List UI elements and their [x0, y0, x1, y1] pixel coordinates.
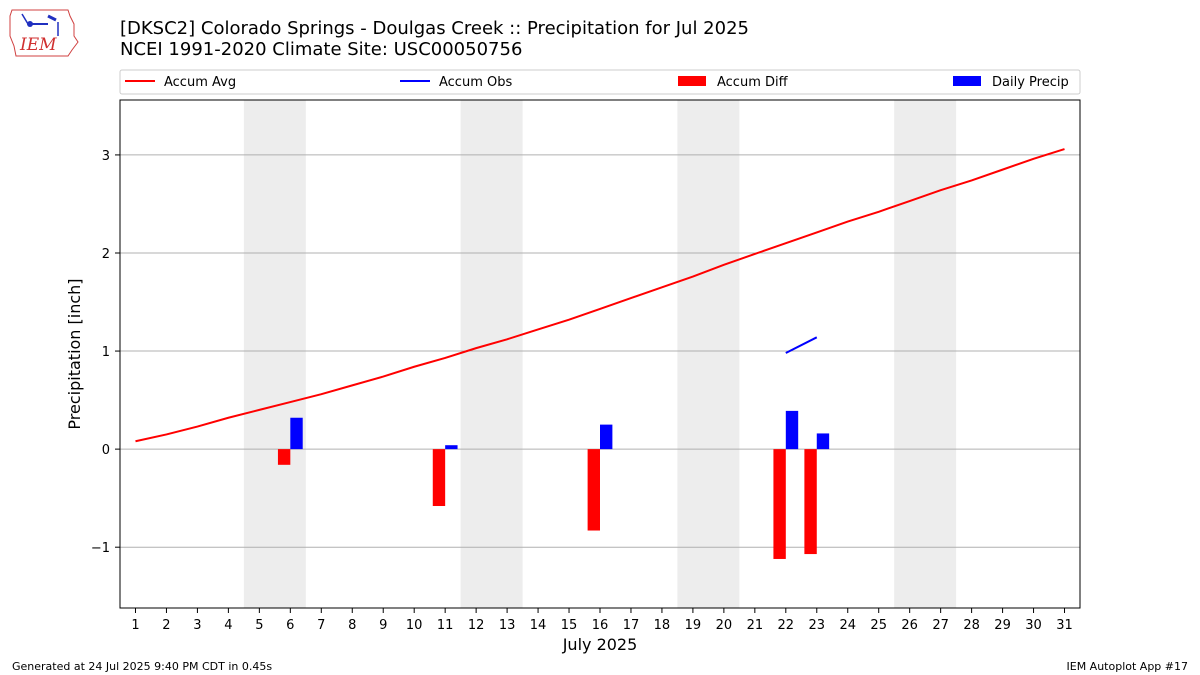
chart-title-block: [DKSC2] Colorado Springs - Doulgas Creek…	[120, 18, 749, 60]
weekend-band	[460, 100, 523, 608]
x-tick-label: 17	[623, 618, 640, 633]
legend: Accum Avg Accum Obs Accum Diff Daily Precip	[119, 69, 1081, 95]
weekend-band	[243, 100, 306, 608]
accum-diff-bar	[587, 449, 600, 531]
x-tick-label: 29	[994, 618, 1011, 633]
accum-diff-bar	[432, 449, 446, 507]
daily-precip-bar	[600, 424, 613, 450]
x-tick-label: 11	[437, 618, 454, 633]
iem-logo: IEM	[9, 9, 79, 57]
x-tick-label: 28	[963, 618, 980, 633]
x-tick-label: 26	[901, 618, 918, 633]
x-tick-label: 16	[592, 618, 609, 633]
x-tick-label: 23	[809, 618, 826, 633]
weekend-band	[894, 100, 957, 608]
app-note: IEM Autoplot App #17	[1066, 660, 1189, 673]
y-axis-ticks: −1 0 1 2 3	[91, 149, 120, 556]
daily-precip-bar	[785, 410, 799, 450]
x-tick-label: 4	[224, 618, 232, 633]
x-tick-label: 24	[839, 618, 856, 633]
x-tick-label: 1	[131, 618, 139, 633]
daily-precip-bar	[445, 445, 458, 450]
logo-text: IEM	[19, 35, 57, 55]
legend-label: Accum Obs	[439, 75, 512, 90]
weekend-bands	[243, 100, 957, 608]
x-tick-label: 18	[654, 618, 671, 633]
chart-title: [DKSC2] Colorado Springs - Doulgas Creek…	[120, 18, 749, 39]
x-tick-label: 13	[499, 618, 516, 633]
x-axis-label: July 2025	[562, 635, 638, 654]
x-tick-label: 3	[193, 618, 201, 633]
generated-note: Generated at 24 Jul 2025 9:40 PM CDT in …	[12, 660, 273, 673]
weekend-band	[677, 100, 740, 608]
legend-label: Daily Precip	[992, 75, 1069, 90]
x-tick-label: 6	[286, 618, 294, 633]
x-tick-label: 2	[162, 618, 170, 633]
x-tick-label: 14	[530, 618, 547, 633]
x-tick-label: 27	[932, 618, 949, 633]
x-tick-label: 20	[716, 618, 733, 633]
x-axis-ticks: 1 2 3 4 5 6 7 8 9 10 11 12 13 14 15 16 17 18 19 20 21 22 23 24 2…	[131, 608, 1073, 633]
x-tick-label: 8	[348, 618, 356, 633]
legend-label: Accum Avg	[164, 75, 236, 90]
daily-precip-bar	[816, 433, 830, 450]
accum-avg-line	[135, 148, 1065, 443]
y-tick-label: 0	[102, 443, 110, 458]
x-tick-label: 9	[379, 618, 387, 633]
x-tick-label: 15	[561, 618, 578, 633]
y-tick-label: −1	[91, 541, 110, 556]
accum-diff-bar	[804, 449, 817, 555]
y-tick-label: 2	[102, 247, 110, 262]
daily-precip-bar	[290, 417, 303, 450]
x-tick-label: 10	[406, 618, 423, 633]
x-tick-label: 5	[255, 618, 263, 633]
accum-diff-bar	[277, 449, 291, 465]
chart-subtitle: NCEI 1991-2020 Climate Site: USC00050756	[120, 39, 523, 60]
x-tick-label: 25	[870, 618, 887, 633]
x-tick-label: 22	[778, 618, 795, 633]
line-series	[135, 148, 1065, 443]
y-tick-label: 3	[102, 149, 110, 164]
x-tick-label: 30	[1025, 618, 1042, 633]
legend-swatch-bar	[678, 76, 706, 86]
accum-obs-line	[785, 336, 818, 354]
x-tick-label: 31	[1056, 618, 1073, 633]
legend-label: Accum Diff	[717, 75, 789, 90]
x-tick-label: 21	[747, 618, 764, 633]
x-tick-label: 19	[685, 618, 702, 633]
bar-series	[277, 410, 830, 559]
x-tick-label: 7	[317, 618, 325, 633]
y-axis-label: Precipitation [inch]	[65, 278, 84, 429]
y-tick-label: 1	[102, 345, 110, 360]
legend-box	[119, 69, 1081, 95]
accum-diff-bar	[773, 449, 786, 559]
legend-swatch-bar	[953, 76, 981, 86]
x-tick-label: 12	[468, 618, 485, 633]
